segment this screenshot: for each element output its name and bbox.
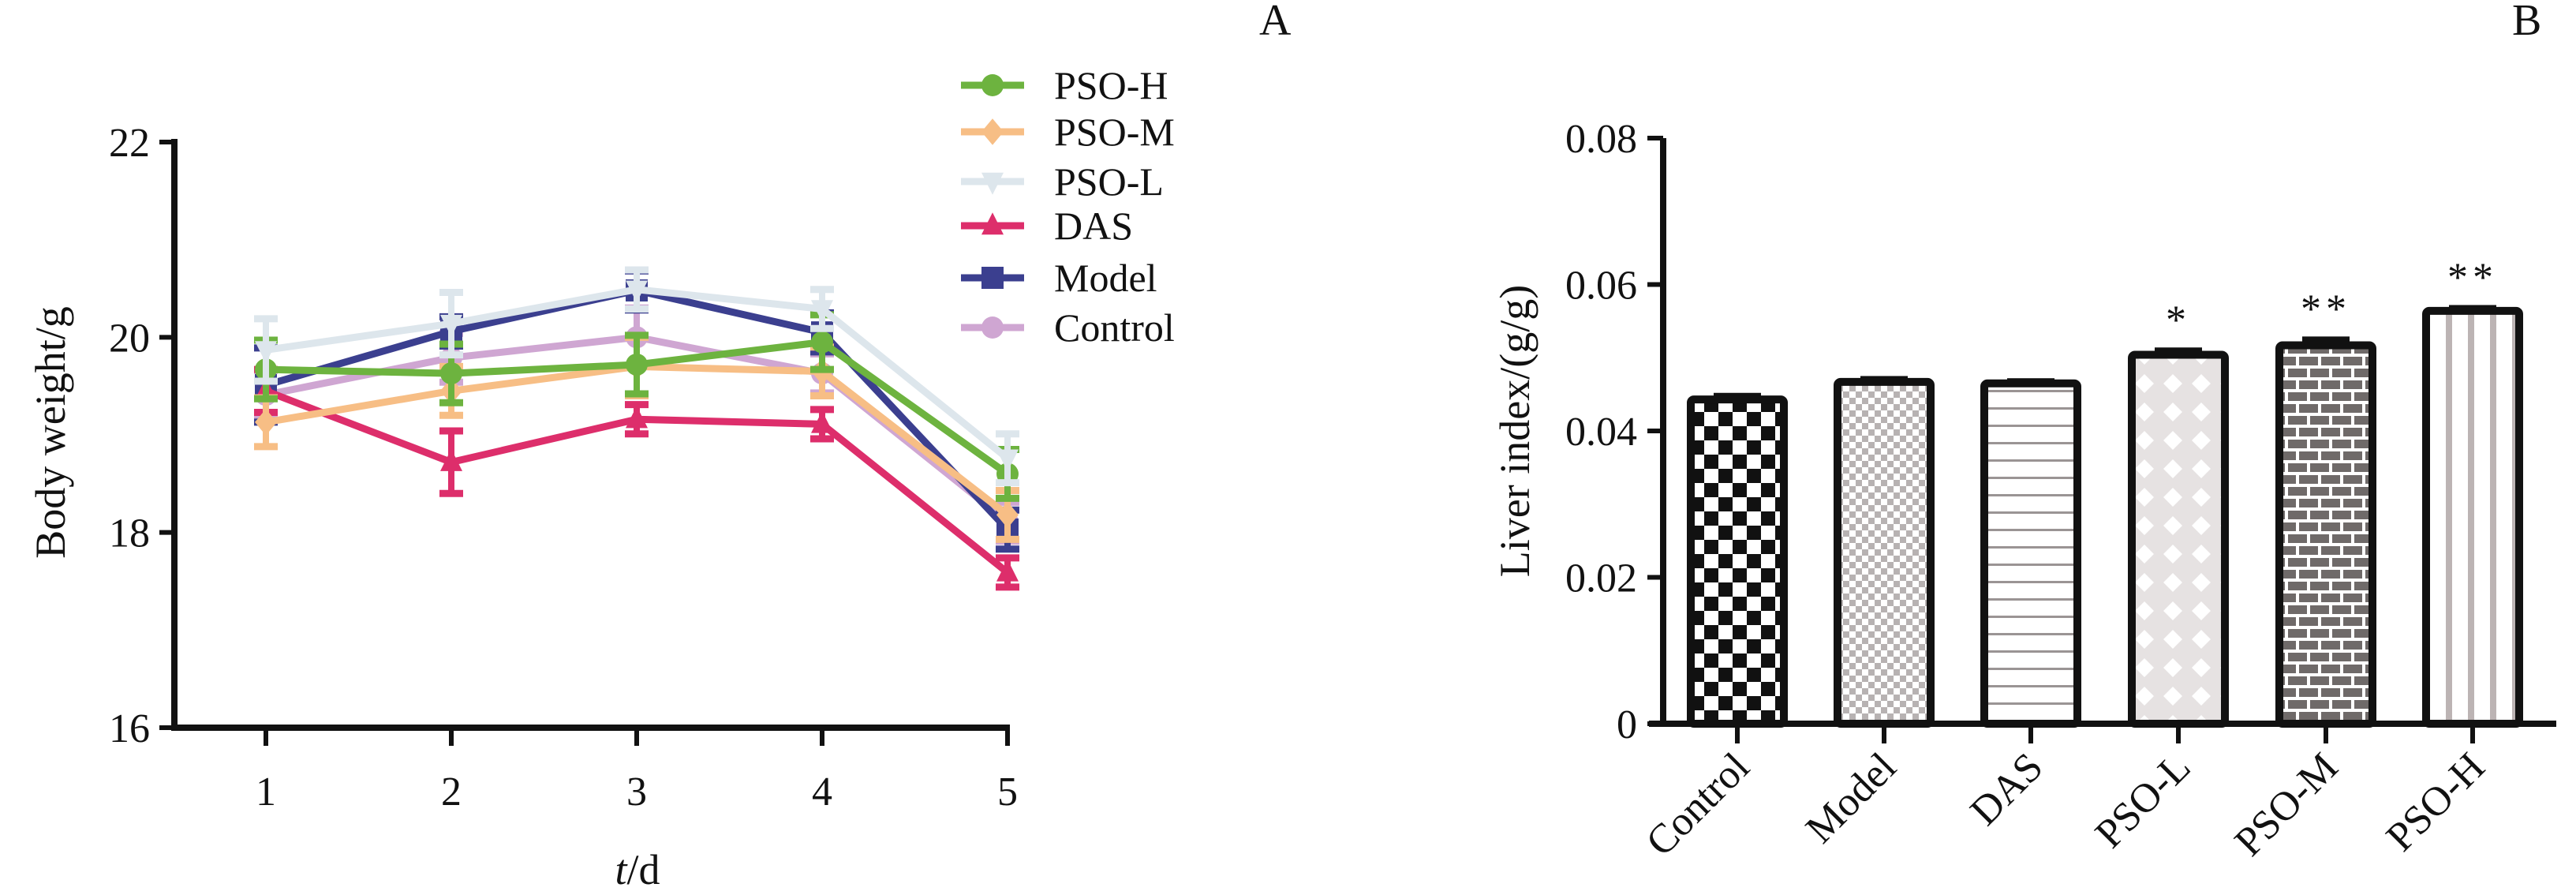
legend-item-control: Control (961, 305, 1175, 350)
bar (2128, 350, 2229, 728)
data-point (440, 448, 462, 471)
bar-control (1687, 392, 1788, 728)
bar (1687, 395, 1788, 728)
data-point (996, 559, 1019, 582)
bar (2422, 306, 2523, 728)
y-tick-label: 0.08 (1565, 117, 1637, 162)
legend-item-pso-m: PSO-M (961, 110, 1175, 154)
data-point (811, 300, 833, 323)
significance-marker: * (2166, 298, 2191, 343)
data-point (996, 449, 1019, 472)
x-tick-label: 5 (997, 770, 1018, 814)
x-tick-label: 1 (256, 770, 276, 814)
data-point (626, 406, 648, 429)
legend-label: DAS (1054, 204, 1133, 248)
data-point (255, 409, 277, 436)
x-axis-label: t/d (615, 846, 660, 893)
bar (1834, 377, 1935, 728)
legend-label: PSO-H (1054, 63, 1168, 107)
bar (2275, 341, 2376, 728)
x-tick-label: Model (1797, 744, 1905, 852)
bar-pso-h: ** (2422, 255, 2523, 728)
x-tick-label: PSO-L (2087, 744, 2199, 856)
legend-marker (981, 74, 1004, 96)
x-axis-label-italic: t (615, 846, 628, 893)
y-tick-label: 0 (1617, 702, 1637, 747)
significance-marker: ** (2447, 255, 2498, 300)
bar-model (1834, 376, 1935, 728)
y-tick-label: 18 (109, 511, 150, 556)
x-tick-label: Control (1638, 744, 1759, 865)
legend-item-pso-h: PSO-H (961, 63, 1168, 107)
bar-chart-liver-index: * **** 00.020.040.060.08 Control Model DAS P… (1491, 117, 2556, 865)
legend-label: PSO-M (1054, 110, 1175, 154)
legend-marker (981, 172, 1004, 195)
y-tick-label: 22 (109, 121, 150, 166)
legend-item-model: Model (961, 256, 1157, 300)
x-ticks: 1 2 3 4 5 (256, 728, 1018, 814)
panel-label-b: B (2512, 0, 2541, 45)
data-point (996, 501, 1019, 529)
x-tick-label: PSO-H (2378, 744, 2494, 860)
legend-marker (981, 267, 1004, 289)
x-tick-label: PSO-M (2226, 744, 2347, 865)
data-point (255, 341, 277, 364)
bars-layer: * **** (1687, 255, 2523, 728)
x-tick-label: 2 (441, 770, 462, 814)
data-point (626, 353, 648, 376)
data-point (811, 331, 833, 354)
legend-label: PSO-L (1054, 159, 1164, 204)
panel-label-a: A (1259, 0, 1292, 45)
legend-item-pso-l: PSO-L (961, 159, 1164, 204)
bar-pso-m: ** (2275, 286, 2376, 728)
legend-marker (981, 316, 1004, 339)
x-tick-label: 4 (812, 770, 832, 814)
data-point (440, 362, 462, 385)
data-point (626, 280, 648, 303)
y-tick-label: 20 (109, 316, 150, 361)
bar-pso-l: * (2128, 298, 2229, 728)
y-axis-label: Liver index/(g/g) (1491, 285, 1538, 577)
significance-marker: ** (2301, 286, 2351, 331)
data-point (811, 410, 833, 433)
bar (1980, 379, 2081, 728)
x-tick-label: 3 (626, 770, 647, 814)
series-layer (254, 266, 1019, 591)
y-tick-label: 0.02 (1565, 556, 1637, 601)
y-axis-label: Body weight/g (27, 306, 74, 559)
legend-marker (981, 212, 1004, 235)
legend-label: Model (1054, 256, 1157, 300)
x-tick-label: DAS (1962, 744, 2052, 834)
legend-label: Control (1054, 305, 1175, 350)
y-tick-label: 0.04 (1565, 410, 1637, 455)
data-point (440, 314, 462, 337)
x-ticks: Control Model DAS PSO-L PSO-M PSO-H (1638, 724, 2494, 865)
legend-item-das: DAS (961, 204, 1133, 248)
x-axis-label-unit: /d (627, 846, 660, 893)
legend-marker (981, 118, 1004, 145)
y-ticks: 16 18 20 22 (109, 121, 174, 751)
y-tick-label: 0.06 (1565, 264, 1637, 309)
y-tick-label: 16 (109, 706, 150, 751)
series-pso-l (254, 266, 1019, 487)
bar-das (1980, 378, 2081, 728)
y-ticks: 0 0.02 0.04 0.06 0.08 (1565, 117, 1663, 747)
